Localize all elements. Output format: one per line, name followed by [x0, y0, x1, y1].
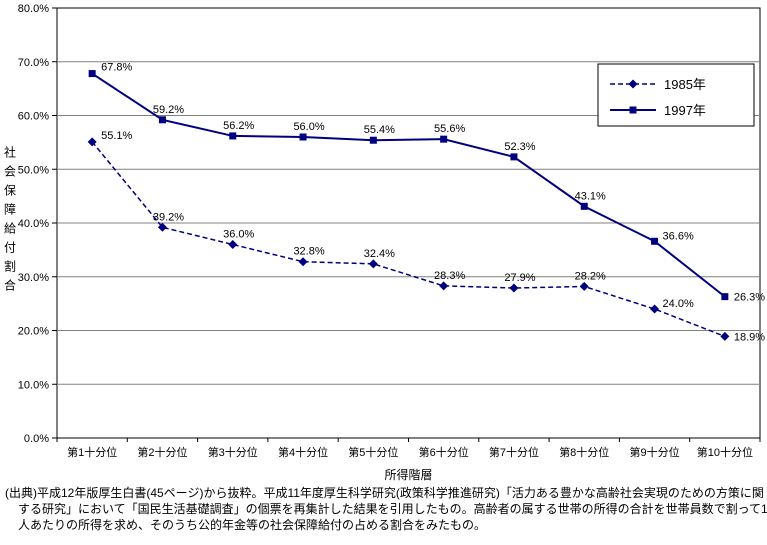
marker-square-icon [369, 136, 377, 144]
y-axis-title-char: 給 [4, 222, 16, 236]
data-label: 26.3% [734, 292, 765, 304]
y-axis-title-char: 保 [4, 184, 16, 198]
y-axis-title-char: 合 [4, 278, 16, 293]
y-tick-label: 60.0% [18, 111, 49, 123]
x-tick-label: 第3十分位 [208, 445, 258, 459]
x-tick-label: 第6十分位 [419, 445, 469, 459]
line-chart: 0.0% 10.0% 20.0% 30.0% 40.0% 50.0% 60.0% 70.0% 8… [4, 3, 765, 482]
marker-square-icon [721, 293, 729, 301]
source-note: (出典)平成12年版厚生白書(45ページ)から抜粋。平成11年度厚生科学研究(政… [5, 486, 767, 532]
y-tick-label: 40.0% [18, 218, 49, 230]
legend-label: 1997年 [664, 103, 706, 118]
x-tick-label: 第7十分位 [489, 445, 539, 459]
data-label: 36.6% [663, 230, 694, 242]
data-label: 27.9% [504, 272, 535, 284]
marker-diamond-icon [298, 257, 308, 267]
data-label: 55.1% [101, 130, 132, 142]
series-line-1997年 [91, 72, 726, 298]
marker-diamond-icon [157, 222, 167, 232]
x-tick-label: 第9十分位 [629, 445, 679, 459]
data-label: 39.2% [153, 211, 184, 223]
marker-diamond-icon [628, 79, 638, 89]
legend [597, 63, 755, 127]
x-tick-label: 第5十分位 [348, 445, 398, 459]
y-tick-label: 30.0% [18, 272, 49, 284]
x-tick-label: 第1十分位 [67, 445, 117, 459]
data-label: 55.6% [434, 123, 465, 135]
marker-square-icon [299, 133, 307, 141]
y-tick-label: 20.0% [18, 326, 49, 338]
x-tick-label: 第10十分位 [697, 445, 753, 459]
data-label: 28.2% [575, 270, 606, 282]
y-tick-label: 10.0% [18, 379, 49, 391]
data-label: 32.8% [293, 246, 324, 258]
marker-diamond-icon [579, 281, 589, 291]
marker-diamond-icon [650, 304, 660, 314]
data-label: 59.2% [153, 104, 184, 116]
marker-diamond-icon [439, 281, 449, 291]
marker-diamond-icon [228, 240, 238, 249]
marker-square-icon [629, 106, 637, 114]
data-label: 28.3% [434, 270, 465, 282]
y-tick-label: 70.0% [18, 57, 49, 69]
marker-square-icon [158, 116, 166, 124]
data-label: 56.0% [293, 121, 324, 133]
marker-square-icon [651, 237, 659, 245]
y-axis-title-char: 社 [4, 145, 16, 160]
x-tick-label: 第4十分位 [278, 445, 328, 459]
marker-square-icon [229, 132, 237, 140]
chart-container: 0.0% 10.0% 20.0% 30.0% 40.0% 50.0% 60.0% 70.0% 8… [4, 3, 765, 482]
x-tick-label: 第8十分位 [559, 445, 609, 459]
series-line-1985年 [91, 141, 726, 338]
marker-diamond-icon [509, 283, 519, 293]
y-tick-label: 80.0% [18, 3, 49, 15]
marker-diamond-icon [368, 259, 378, 269]
data-label: 36.0% [223, 229, 254, 241]
marker-diamond-icon [87, 137, 97, 147]
data-label: 67.8% [101, 62, 132, 74]
y-tick-label: 0.0% [24, 433, 49, 445]
y-axis-title-char: 付 [4, 241, 16, 255]
data-label: 18.9% [734, 331, 765, 343]
data-label: 32.4% [364, 248, 395, 260]
y-tick-label: 50.0% [18, 164, 49, 176]
marker-square-icon [440, 135, 448, 143]
marker-square-icon [580, 202, 588, 210]
legend-label: 1985年 [664, 77, 706, 92]
y-axis-title-char: 割 [4, 259, 16, 274]
data-label: 24.0% [663, 298, 694, 310]
data-label: 43.1% [575, 190, 606, 202]
marker-square-icon [88, 70, 96, 78]
data-label: 52.3% [504, 141, 535, 153]
data-label: 55.4% [364, 124, 395, 136]
y-axis-title-char: 障 [4, 202, 16, 217]
x-axis-title: 所得階層 [384, 467, 432, 482]
x-tick-label: 第2十分位 [137, 445, 187, 459]
marker-diamond-icon [720, 331, 730, 341]
data-label: 56.2% [223, 120, 254, 132]
marker-square-icon [510, 153, 518, 161]
y-axis-title-char: 会 [4, 165, 16, 179]
